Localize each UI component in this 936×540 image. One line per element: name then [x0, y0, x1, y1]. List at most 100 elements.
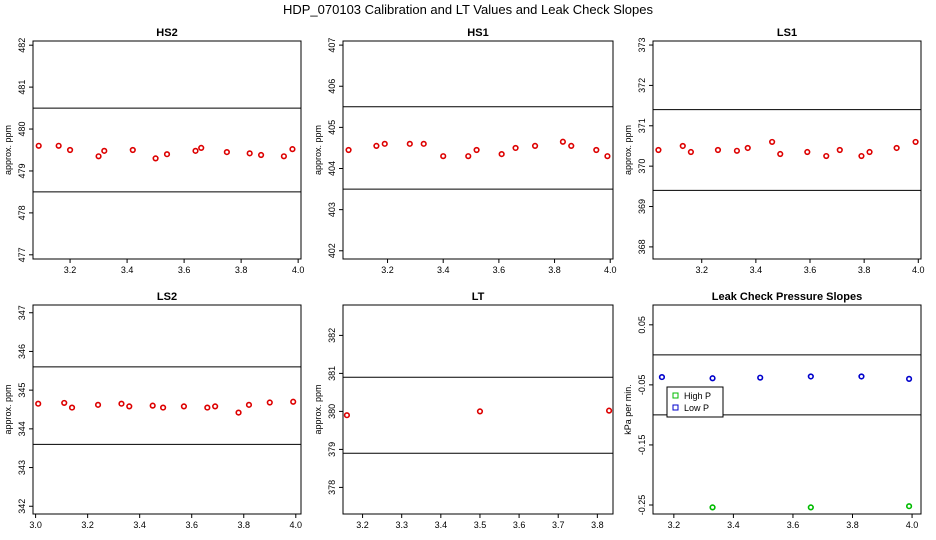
y-tick-label: 346	[17, 344, 27, 359]
panel-title: HS1	[467, 27, 488, 39]
figure-title: HDP_070103 Calibration and LT Values and…	[283, 2, 654, 17]
legend-swatch-high-p	[672, 392, 679, 399]
legend-label-high-p: High P	[684, 391, 711, 401]
x-tick-label: 3.0	[29, 520, 42, 530]
y-tick-label: 369	[637, 199, 647, 214]
data-point	[101, 147, 108, 154]
x-tick-label: 3.8	[235, 265, 248, 275]
y-tick-label: 368	[637, 239, 647, 254]
x-tick-label: 3.2	[695, 265, 708, 275]
data-point-low-p	[905, 375, 913, 382]
x-tick-label: 3.6	[513, 520, 526, 530]
x-tick-label: 3.6	[804, 265, 817, 275]
x-tick-label: 3.8	[237, 520, 250, 530]
data-point	[381, 140, 388, 147]
y-tick-label: 345	[17, 383, 27, 398]
data-point	[605, 407, 613, 414]
data-point	[912, 138, 919, 146]
legend-swatch-low-p	[672, 404, 679, 411]
panel-hs2: HS2 approx. ppm 3.2 3.4 3.6 3.8 4.0 477 478 479 48…	[3, 27, 304, 275]
x-tick-label: 3.3	[395, 520, 408, 530]
plot-frame	[652, 304, 922, 515]
panel-ls2: LS2 approx. ppm 3.0 3.2 3.4 3.6 3.8 4.0 342 343 34…	[3, 291, 302, 530]
x-tick-label: 3.5	[474, 520, 487, 530]
data-point	[714, 146, 722, 154]
x-tick-label: 3.8	[858, 265, 871, 275]
y-tick-label: -0.05	[637, 375, 647, 396]
data-point	[733, 147, 741, 154]
y-tick-label: 403	[327, 202, 337, 217]
data-point	[836, 146, 843, 154]
plot-frame	[652, 40, 922, 260]
data-point	[769, 138, 776, 146]
y-axis-label: kPa per min.	[623, 384, 633, 435]
x-tick-label: 3.8	[846, 520, 859, 530]
data-point	[192, 147, 199, 154]
plot-frame	[32, 304, 302, 515]
data-point	[68, 404, 76, 411]
data-point	[223, 148, 230, 156]
panel-leak-check-pressure-slopes: Leak Check Pressure Slopes kPa per min. 3.…	[623, 291, 922, 530]
data-point	[212, 403, 219, 410]
x-tick-label: 3.4	[133, 520, 146, 530]
data-point	[345, 146, 352, 154]
data-point	[440, 153, 447, 160]
y-tick-label: 371	[637, 118, 647, 133]
data-point	[152, 155, 159, 162]
y-tick-label: -0.15	[637, 435, 647, 456]
y-axis-label: approx. ppm	[313, 384, 323, 434]
data-point	[498, 151, 505, 158]
data-point	[198, 144, 205, 152]
y-tick-label: 404	[327, 161, 337, 176]
x-tick-label: 3.6	[178, 265, 191, 275]
data-point	[66, 146, 74, 154]
data-point	[35, 142, 42, 149]
x-tick-label: 4.0	[604, 265, 617, 275]
y-axis-label: approx. ppm	[3, 384, 13, 434]
x-tick-label: 3.8	[548, 265, 561, 275]
x-tick-label: 4.0	[290, 520, 303, 530]
y-tick-label: 405	[327, 120, 337, 135]
data-point	[858, 152, 865, 160]
data-point	[473, 146, 480, 154]
data-point-high-p	[905, 503, 913, 510]
data-point-high-p	[709, 504, 716, 511]
data-point	[95, 153, 102, 160]
data-point	[245, 401, 253, 408]
data-point	[204, 404, 211, 411]
y-tick-label: 481	[17, 80, 27, 95]
data-point	[94, 401, 102, 408]
data-point-low-p	[658, 373, 666, 381]
y-tick-label: 344	[17, 421, 27, 436]
data-point	[246, 150, 253, 157]
data-point	[893, 144, 900, 152]
data-point	[118, 400, 125, 407]
y-tick-label: 477	[17, 247, 27, 262]
x-tick-label: 4.0	[906, 520, 919, 530]
y-tick-label: 407	[327, 38, 337, 53]
data-point	[593, 146, 600, 154]
data-point-low-p	[757, 374, 764, 381]
data-point	[235, 409, 242, 416]
x-tick-label: 3.4	[727, 520, 740, 530]
x-tick-label: 3.2	[81, 520, 94, 530]
x-tick-label: 3.2	[356, 520, 369, 530]
data-point	[465, 153, 472, 160]
data-point-high-p	[807, 504, 814, 511]
data-point	[559, 138, 566, 145]
data-point	[420, 140, 427, 147]
data-point	[280, 153, 287, 160]
data-point	[531, 142, 539, 149]
plot-frame	[32, 40, 302, 260]
legend: High P Low P	[666, 386, 724, 418]
y-tick-label: 0.05	[637, 316, 647, 334]
y-tick-label: 380	[327, 404, 337, 419]
panel-title: Leak Check Pressure Slopes	[712, 291, 862, 303]
data-point	[290, 398, 297, 405]
data-point	[343, 412, 351, 419]
y-tick-label: 479	[17, 163, 27, 178]
panel-title: HS2	[156, 27, 177, 39]
data-point	[568, 142, 575, 149]
legend-box	[666, 386, 724, 418]
data-point	[266, 399, 273, 406]
